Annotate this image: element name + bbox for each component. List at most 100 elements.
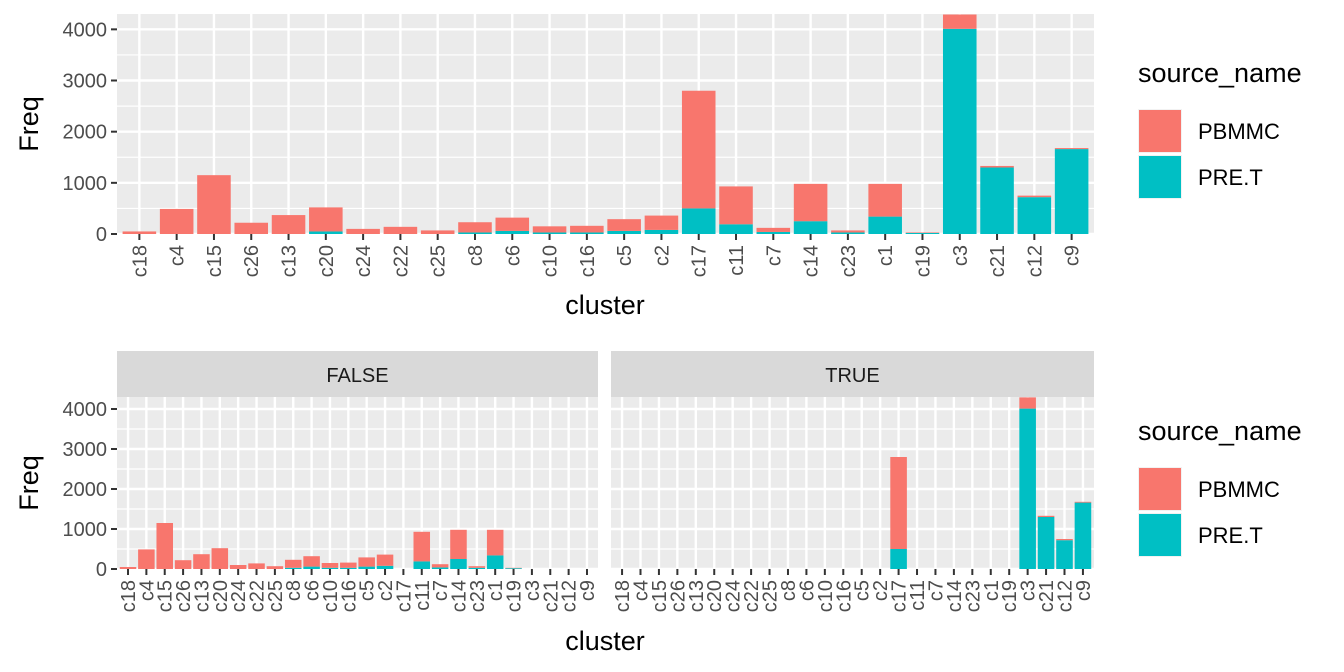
- x-tick-label: c1: [485, 580, 507, 601]
- bar-c9-pret: [1074, 502, 1092, 569]
- x-tick-label: c20: [316, 245, 338, 277]
- x-tick-label: c8: [778, 580, 800, 601]
- bar-c2-pret: [376, 565, 394, 569]
- bar-c17-pret: [681, 208, 716, 234]
- panel-background: [117, 14, 1094, 234]
- x-tick-label: c21: [540, 580, 562, 612]
- bar-c22-pbmmc: [383, 226, 418, 234]
- x-tick-label: c6: [502, 245, 524, 266]
- legend-swatch-pret: [1139, 514, 1181, 556]
- bar-c5-pbmmc: [358, 557, 375, 567]
- facet-strip-label: TRUE: [825, 365, 879, 387]
- x-tick-label: c11: [412, 580, 434, 611]
- y-axis-title: Freq: [14, 96, 44, 152]
- x-tick-label: c19: [504, 580, 526, 612]
- bar-c19-pret: [905, 232, 940, 234]
- x-tick-label: c12: [1024, 245, 1046, 277]
- bar-c2-pbmmc: [644, 215, 679, 230]
- x-axis-title: cluster: [565, 290, 645, 320]
- x-tick-label: c19: [999, 580, 1021, 612]
- bottom-chart: FALSE01000200030004000c18c4c15c26c13c20c…: [14, 351, 1302, 656]
- top-chart: 0 1000 2000 3000 4000 c18 c4 c15 c26 c13 c20 c24 c22…: [14, 14, 1302, 320]
- facet-strip: [117, 351, 598, 397]
- y-tick-label: 2000: [63, 479, 108, 501]
- x-tick-label: c19: [912, 245, 934, 277]
- y-tick-label: 1000: [63, 173, 108, 195]
- bar-c7-pret: [756, 231, 791, 234]
- bar-c11-pret: [413, 561, 431, 569]
- x-tick-label: c26: [241, 245, 263, 277]
- bar-c10-pret: [321, 567, 339, 569]
- panel-background: [117, 397, 598, 569]
- x-tick-label: c3: [522, 580, 544, 601]
- legend-swatch-pbmmc: [1139, 468, 1181, 510]
- x-axis-title: cluster: [565, 626, 645, 656]
- bar-c9-pret: [1054, 149, 1089, 234]
- bar-c24-pbmmc: [229, 565, 247, 569]
- legend-swatch-pret: [1139, 156, 1181, 198]
- x-tick-label: c26: [173, 580, 195, 612]
- x-tick-label: c6: [302, 580, 324, 601]
- bar-c12-pret: [1017, 197, 1052, 234]
- bar-c1-pret: [868, 216, 902, 234]
- bar-c12-pbmmc: [1017, 195, 1052, 198]
- bar-c23-pret: [831, 232, 865, 234]
- bar-c1-pret: [486, 555, 504, 569]
- x-tick-label: c14: [944, 580, 966, 612]
- bar-c3-pbmmc: [1019, 397, 1036, 409]
- bar-c26-pbmmc: [174, 560, 192, 569]
- y-tick-label: 4000: [63, 399, 108, 421]
- x-tick-label: c13: [279, 245, 301, 277]
- x-tick-label: c17: [393, 580, 415, 612]
- x-tick-label: c4: [136, 580, 158, 601]
- y-tick-label: 4000: [63, 19, 108, 41]
- bar-c10-pret: [532, 232, 567, 234]
- y-tick-label: 3000: [63, 71, 108, 93]
- bar-c11-pbmmc: [413, 531, 431, 562]
- facet-panel-true: TRUE c18c4c15c26c13c20c24c22c25c8c6c10c16…: [611, 351, 1095, 612]
- x-tick-label: c10: [815, 580, 837, 612]
- bar-c17-pbmmc: [681, 90, 716, 209]
- bar-c5-pret: [358, 566, 375, 569]
- x-tick-label: c23: [962, 580, 984, 612]
- legend-label: PBMMC: [1198, 119, 1280, 144]
- bar-c21-pret: [980, 167, 1014, 234]
- x-tick-label: c18: [612, 580, 634, 612]
- y-tick-label: 2000: [63, 122, 108, 144]
- bar-c16-pret: [570, 232, 604, 234]
- bar-c17-pret: [890, 549, 907, 569]
- x-tick-label: c15: [649, 580, 671, 612]
- bar-c3-pbmmc: [942, 14, 977, 29]
- x-tick-label: c1: [981, 580, 1003, 601]
- x-tick-label: c2: [870, 580, 892, 601]
- x-tick-label: c22: [390, 245, 412, 277]
- x-tick-label: c22: [247, 580, 269, 612]
- y-axis-title: Freq: [14, 455, 44, 511]
- bar-c10-pbmmc: [321, 563, 339, 568]
- bar-c15-pbmmc: [197, 175, 231, 234]
- bar-c9-pbmmc: [1074, 501, 1092, 503]
- bar-c17-pbmmc: [890, 457, 907, 549]
- x-tick-label: c23: [467, 580, 489, 612]
- bar-c6-pret: [303, 566, 320, 569]
- x-tick-label: c11: [907, 580, 929, 611]
- bar-c6-pret: [495, 230, 530, 234]
- bar-c18-pbmmc: [122, 231, 157, 234]
- bar-c24-pbmmc: [346, 228, 380, 234]
- x-tick-label: c17: [889, 580, 911, 612]
- x-tick-label: c24: [353, 245, 375, 277]
- x-tick-label: c21: [987, 245, 1009, 277]
- x-tick-label: c17: [689, 245, 711, 277]
- x-tick-label: c10: [540, 245, 562, 277]
- x-tick-label: c15: [204, 245, 226, 277]
- facet-panel-false: FALSE01000200030004000c18c4c15c26c13c20c…: [63, 351, 599, 612]
- bar-c6-pbmmc: [303, 556, 320, 567]
- x-tick-label: c10: [320, 580, 342, 612]
- bar-c21-pbmmc: [980, 165, 1014, 168]
- x-tick-label: c7: [763, 245, 785, 266]
- x-tick-label: c25: [428, 245, 450, 277]
- bar-c16-pret: [340, 567, 357, 569]
- facet-strip: [611, 351, 1094, 397]
- bar-c7-pbmmc: [431, 564, 449, 568]
